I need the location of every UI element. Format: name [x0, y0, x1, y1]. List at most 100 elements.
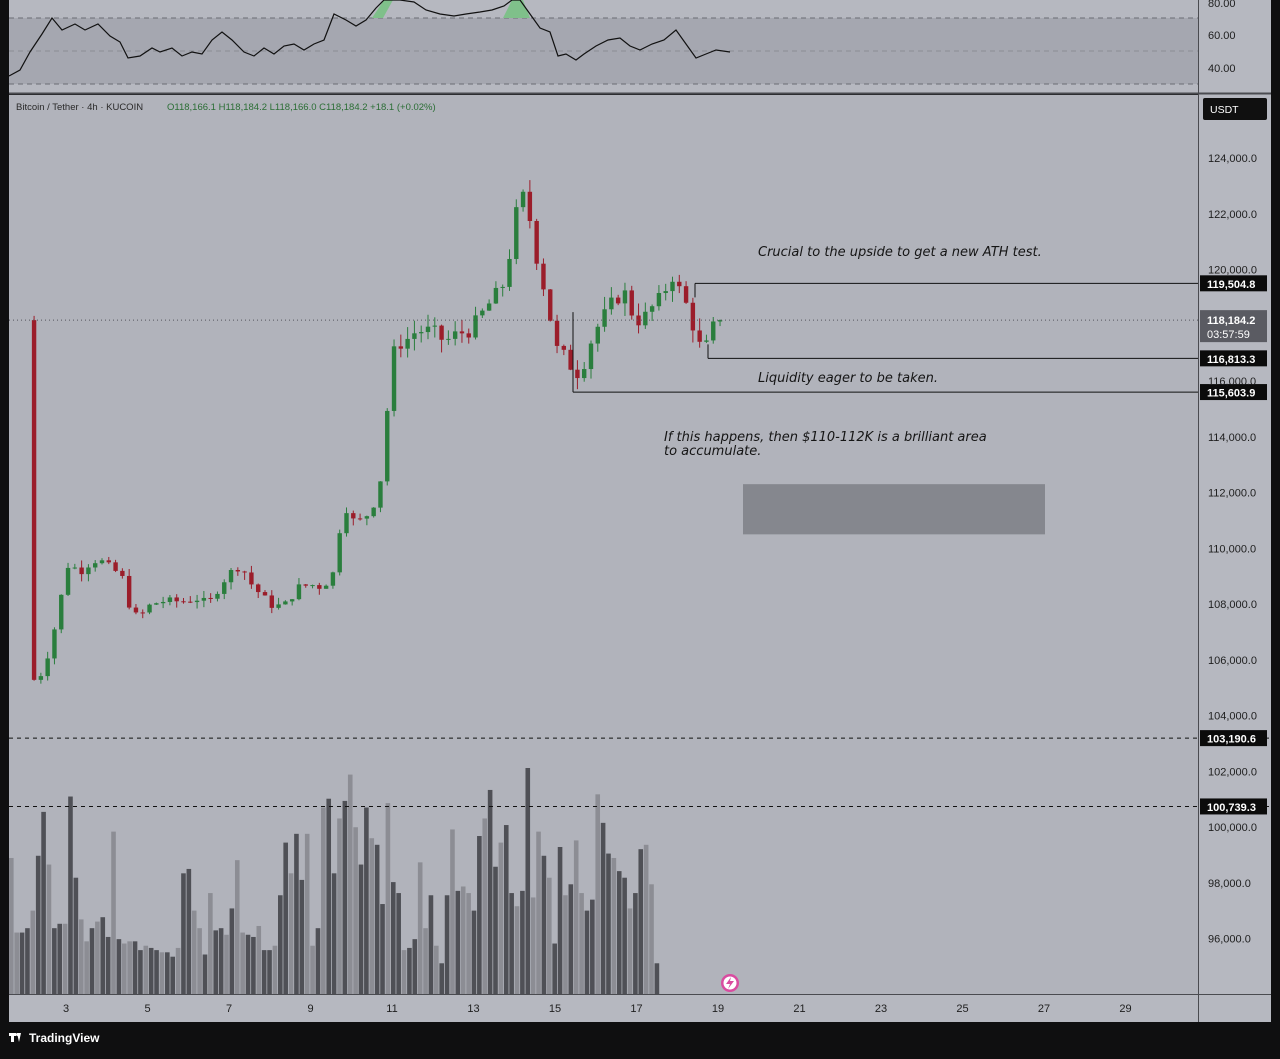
- candle-body: [663, 291, 668, 294]
- candle-body: [527, 191, 533, 221]
- candle-body: [649, 306, 655, 312]
- volume-bar: [143, 945, 149, 994]
- candle-body: [575, 369, 580, 379]
- volume-bar: [390, 882, 396, 994]
- y-tick-label: 110,000.0: [1208, 543, 1256, 555]
- volume-bar: [498, 842, 504, 994]
- candle-body: [514, 207, 519, 259]
- candle-body: [473, 315, 478, 338]
- volume-bar: [380, 904, 385, 994]
- candle-body: [704, 340, 709, 342]
- volume-bar: [428, 895, 434, 994]
- candle-body: [256, 584, 261, 593]
- candle-body: [337, 533, 342, 573]
- price-level-badge: [1200, 350, 1267, 367]
- volume-bar: [251, 936, 256, 994]
- volume-bar: [514, 906, 520, 994]
- volume-bar: [417, 862, 423, 994]
- volume-bar: [272, 945, 278, 994]
- zone-layer: [743, 484, 1045, 535]
- candle-body: [643, 311, 648, 326]
- volume-bar: [590, 899, 595, 994]
- candle-body: [45, 658, 50, 677]
- candle-body: [385, 410, 390, 482]
- volume-bar: [536, 831, 541, 994]
- candle-body: [140, 612, 145, 614]
- volume-bar: [84, 941, 89, 994]
- price-level-label: 115,603.9: [1207, 388, 1255, 400]
- volume-bar: [584, 910, 590, 994]
- volume-bar: [503, 825, 509, 994]
- volume-bar: [202, 954, 208, 994]
- volume-bar: [509, 893, 514, 994]
- candle-body: [86, 567, 91, 575]
- candle-body: [38, 676, 44, 680]
- x-tick-label: 23: [875, 1003, 887, 1015]
- candle-body: [72, 567, 78, 569]
- volume-bar: [105, 936, 111, 994]
- volume-bar: [62, 923, 68, 994]
- volume-bar: [525, 768, 531, 994]
- volume-bar: [159, 952, 165, 994]
- price-level-badge: [1200, 275, 1267, 292]
- volume-layer: [9, 768, 660, 994]
- candle-body: [588, 343, 594, 370]
- candle-body: [459, 331, 465, 334]
- candle-body: [486, 303, 492, 311]
- candle-countdown: 03:57:59: [1207, 329, 1250, 341]
- volume-bar: [191, 910, 197, 994]
- candle-body: [188, 601, 193, 603]
- candle-body: [310, 585, 315, 587]
- volume-bar: [563, 895, 568, 994]
- volume-bar: [337, 818, 342, 994]
- volume-bar: [41, 811, 46, 994]
- volume-bar: [541, 855, 547, 994]
- y-tick-label: 120,000.0: [1208, 265, 1257, 277]
- candle-body: [697, 330, 702, 342]
- candle-body: [520, 191, 526, 208]
- ohlc-readout: O118,166.1 H118,184.2 L118,166.0 C118,18…: [167, 102, 436, 113]
- x-tick-label: 29: [1119, 1003, 1131, 1015]
- candle-body: [615, 297, 621, 304]
- candle-body: [636, 315, 641, 326]
- volume-bar: [579, 893, 584, 994]
- right-axis[interactable]: [1199, 0, 1271, 1022]
- candle-layer: [31, 180, 723, 684]
- x-axis[interactable]: [9, 995, 1198, 1022]
- candle-body: [269, 595, 274, 608]
- candle-body: [690, 302, 696, 331]
- candle-body: [622, 290, 628, 304]
- candle-body: [276, 604, 281, 608]
- x-tick-label: 17: [630, 1003, 642, 1015]
- candle-body: [711, 321, 716, 341]
- brand-name[interactable]: TradingView: [29, 1031, 100, 1045]
- lightning-icon[interactable]: [721, 974, 739, 992]
- volume-bar: [600, 822, 606, 994]
- volume-bar: [439, 963, 444, 994]
- volume-bar: [353, 827, 358, 994]
- accumulation-zone[interactable]: [743, 484, 1045, 535]
- candle-body: [323, 585, 329, 589]
- volume-bar: [261, 950, 267, 994]
- y-tick-label: 112,000.0: [1208, 488, 1256, 500]
- candle-body: [113, 562, 118, 571]
- candle-body: [215, 593, 220, 599]
- volume-bar: [19, 932, 25, 994]
- volume-bar: [95, 921, 100, 994]
- candle-body: [629, 290, 634, 316]
- y-tick-layer: 124,000.0 122,000.0 120,000.0 116,000.0 114,…: [1208, 153, 1257, 946]
- volume-bar: [208, 893, 213, 994]
- candle-body: [249, 572, 254, 585]
- candle-body: [378, 481, 383, 508]
- rsi-tick-40: 40.00: [1208, 63, 1236, 75]
- volume-bar: [100, 917, 106, 994]
- candle-body: [201, 597, 207, 601]
- volume-bar: [299, 879, 305, 994]
- currency-badge[interactable]: [1203, 98, 1267, 120]
- symbol-title[interactable]: Bitcoin / Tether · 4h · KUCOIN: [16, 102, 143, 113]
- y-tick-label: 122,000.0: [1208, 209, 1257, 221]
- candle-body: [500, 286, 505, 288]
- x-tick-label: 19: [712, 1003, 724, 1015]
- level-layer: 119,504.8 116,813.3 115,603.9 103,190.6 100,…: [9, 275, 1271, 815]
- candle-body: [534, 220, 539, 264]
